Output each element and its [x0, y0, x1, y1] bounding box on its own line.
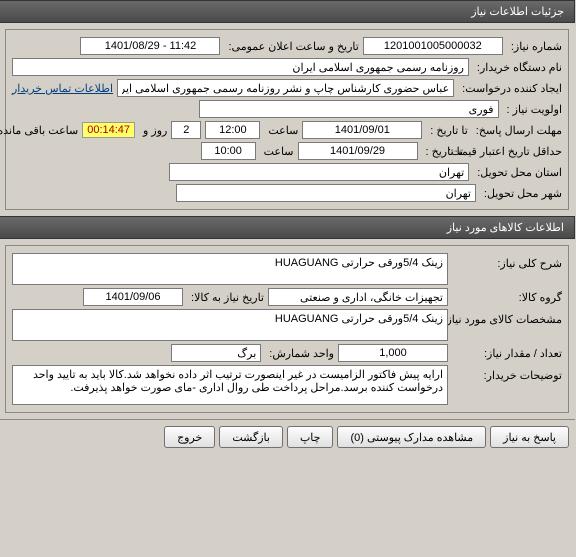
buyer-notes-field[interactable]: [13, 365, 449, 405]
back-button[interactable]: بازگشت: [220, 426, 284, 448]
desc-field[interactable]: [13, 253, 449, 285]
to-date-label-1: تا تاریخ :: [427, 124, 468, 137]
header-bar: جزئیات اطلاعات نیاز: [0, 0, 576, 23]
buyer-field[interactable]: [13, 58, 470, 76]
group-label: گروه کالا:: [453, 291, 563, 304]
qty-label: تعداد / مقدار نیاز:: [453, 347, 563, 360]
need-info-panel: شماره نیاز: تاریخ و ساعت اعلان عمومی: نا…: [6, 29, 570, 210]
announce-label: تاریخ و ساعت اعلان عمومی:: [225, 40, 359, 53]
unit-label: واحد شمارش:: [266, 347, 335, 360]
footer-toolbar: پاسخ به نیاز مشاهده مدارک پیوستی (0) چاپ…: [0, 419, 576, 454]
time-label-2: ساعت: [261, 145, 295, 158]
resp-time-field[interactable]: [206, 121, 261, 139]
resp-date-field[interactable]: [303, 121, 423, 139]
valid-time-field[interactable]: [202, 142, 257, 160]
need-no-label: شماره نیاز:: [508, 40, 563, 53]
qty-field[interactable]: [339, 344, 449, 362]
exit-button[interactable]: خروج: [165, 426, 216, 448]
city-label: شهر محل تحویل:: [481, 187, 563, 200]
valid-label: حداقل تاریخ اعتبار قیمت:: [468, 145, 563, 158]
creator-label: ایجاد کننده درخواست:: [459, 82, 563, 95]
print-button[interactable]: چاپ: [288, 426, 335, 448]
items-bar: اطلاعات کالاهای مورد نیاز: [0, 216, 576, 239]
need-no-field[interactable]: [364, 37, 504, 55]
city-field[interactable]: [177, 184, 477, 202]
spec-label: مشخصات کالای مورد نیاز:: [453, 309, 563, 326]
contact-link[interactable]: اطلاعات تماس خریدار: [13, 82, 114, 95]
resp-deadline-label: مهلت ارسال پاسخ:: [473, 124, 563, 137]
creator-field[interactable]: [118, 79, 455, 97]
items-panel: شرح کلی نیاز: گروه کالا: تاریخ نیاز به ک…: [6, 245, 570, 413]
time-label-1: ساعت: [265, 124, 299, 137]
priority-label: اولویت نیاز :: [504, 103, 563, 116]
province-label: استان محل تحویل:: [474, 166, 563, 179]
remaining-time: 00:14:47: [83, 122, 136, 138]
attachments-button[interactable]: مشاهده مدارک پیوستی (0): [338, 426, 487, 448]
group-field[interactable]: [269, 288, 449, 306]
spec-field[interactable]: [13, 309, 449, 341]
to-date-label-2: تا تاریخ :: [423, 145, 464, 158]
priority-field[interactable]: [200, 100, 500, 118]
days-label: روز و: [140, 124, 168, 137]
desc-label: شرح کلی نیاز:: [453, 253, 563, 270]
days-field[interactable]: [172, 121, 202, 139]
buyer-notes-label: توضیحات خریدار:: [453, 365, 563, 382]
need-date-label: تاریخ نیاز به کالا:: [188, 291, 265, 304]
need-date-field[interactable]: [84, 288, 184, 306]
buyer-label: نام دستگاه خریدار:: [474, 61, 563, 74]
province-field[interactable]: [170, 163, 470, 181]
reply-button[interactable]: پاسخ به نیاز: [491, 426, 570, 448]
remaining-label: ساعت باقی مانده: [0, 124, 79, 137]
announce-field[interactable]: [81, 37, 221, 55]
unit-field[interactable]: [172, 344, 262, 362]
valid-date-field[interactable]: [299, 142, 419, 160]
